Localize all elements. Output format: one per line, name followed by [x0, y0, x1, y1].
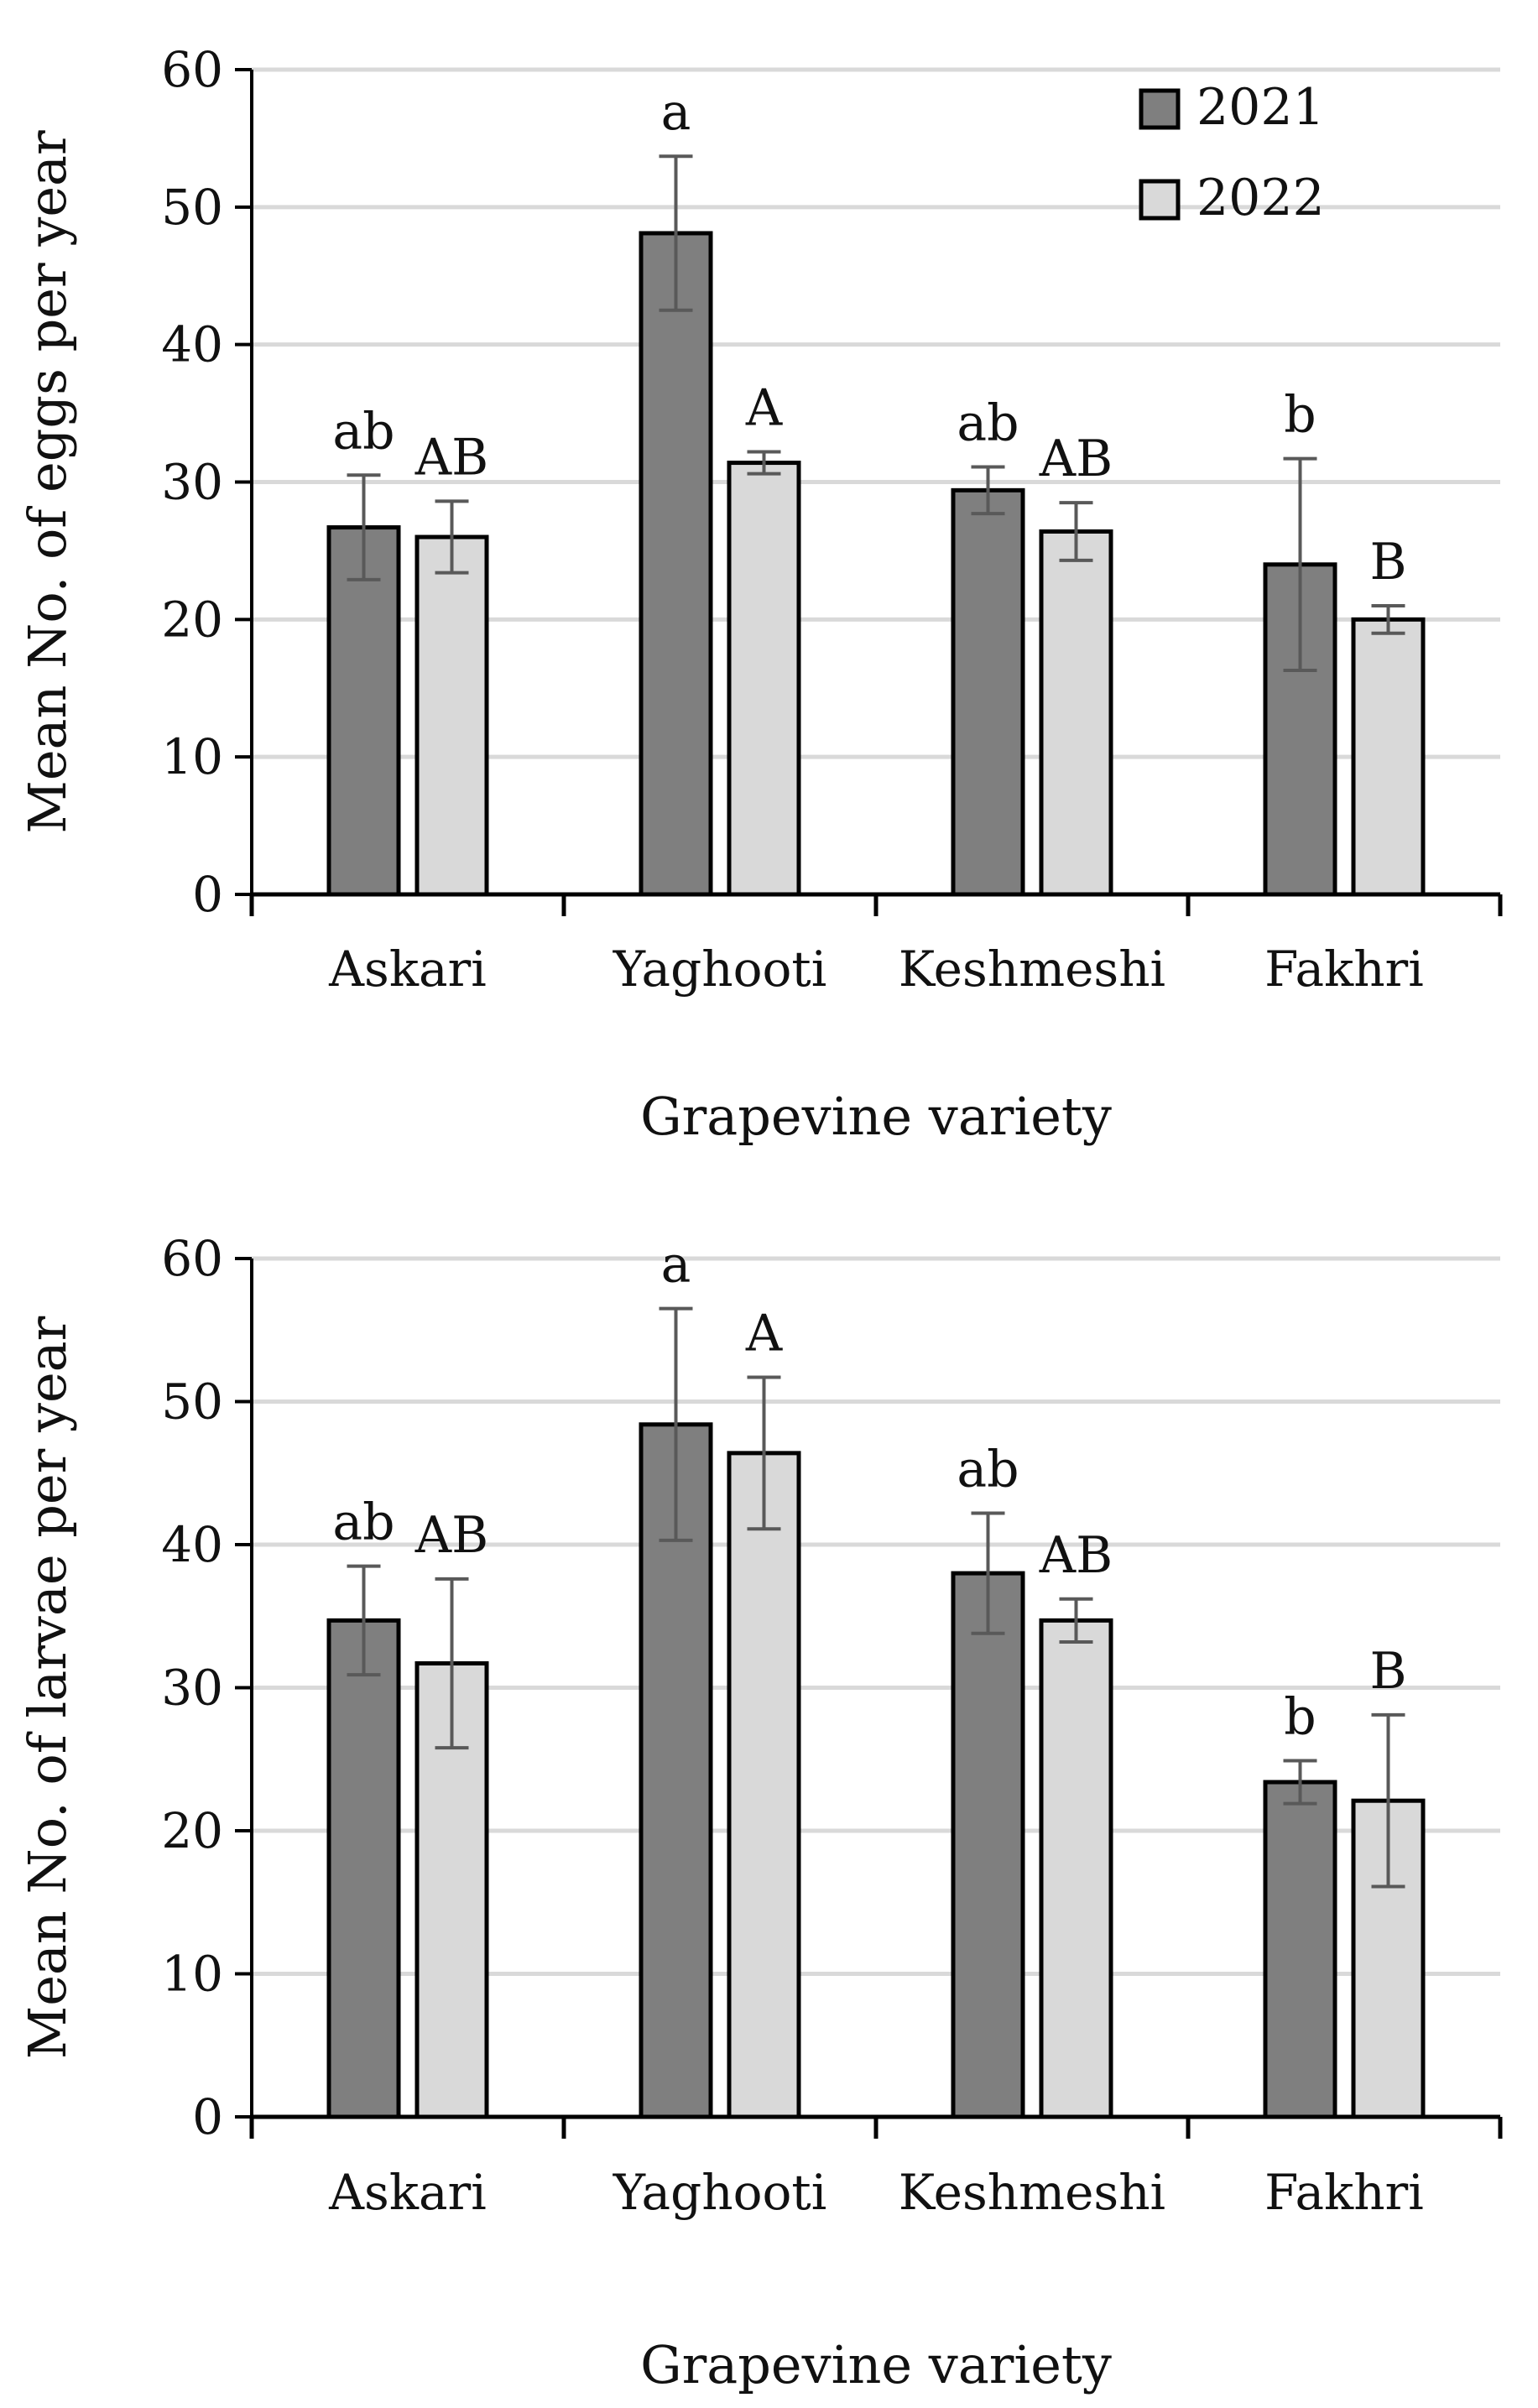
x-tick-label: Askari: [328, 2164, 487, 2221]
y-tick-label: 60: [161, 41, 223, 98]
y-tick-label: 50: [161, 179, 223, 236]
bar: [727, 1451, 801, 2119]
x-tick-label: Keshmeshi: [899, 941, 1165, 998]
y-tick-label: 10: [161, 728, 223, 785]
y-axis-title: Mean No. of larvae per year: [17, 1316, 78, 2059]
x-axis-title: Grapevine variety: [640, 1086, 1112, 1147]
significance-letter: AB: [414, 1506, 488, 1565]
bar: [1039, 1618, 1113, 2119]
bar: [326, 525, 401, 897]
legend-swatch: [1139, 88, 1181, 130]
bar: [951, 487, 1025, 897]
y-tick-label: 0: [192, 866, 223, 923]
y-axis-title: Mean No. of eggs per year: [17, 130, 78, 834]
significance-letter: ab: [332, 402, 394, 461]
significance-letter: a: [661, 83, 691, 142]
significance-letter: ab: [957, 1440, 1019, 1498]
y-tick-label: 20: [161, 591, 223, 648]
x-tick-label: Yaghooti: [613, 941, 827, 998]
significance-letter: A: [745, 1305, 783, 1363]
significance-letter: AB: [414, 428, 488, 487]
y-tick-label: 40: [161, 316, 223, 373]
x-tick-label: Fakhri: [1264, 2164, 1424, 2221]
significance-letter: ab: [957, 394, 1019, 452]
x-tick-label: Fakhri: [1264, 941, 1424, 998]
x-tick-label: Askari: [328, 941, 487, 998]
x-tick-label: Yaghooti: [613, 2164, 827, 2221]
eggs-chart: 0 10 20 30 40 50 60 ab AB a A ab AB b B Askari Yaghooti K…: [17, 41, 1503, 1147]
y-tick-label: 30: [161, 1660, 223, 1717]
significance-letter: B: [1369, 533, 1406, 592]
bar: [639, 231, 713, 897]
bar: [1039, 529, 1113, 897]
y-tick-label: 50: [161, 1373, 223, 1431]
y-tick-label: 20: [161, 1802, 223, 1859]
bar: [951, 1571, 1025, 2119]
legend-label: 2021: [1197, 78, 1325, 137]
y-tick-label: 10: [161, 1946, 223, 2003]
significance-letter: A: [745, 378, 783, 437]
significance-letter: B: [1369, 1642, 1406, 1701]
x-axis-title: Grapevine variety: [640, 2334, 1112, 2395]
y-tick-label: 60: [161, 1230, 223, 1287]
y-tick-label: 30: [161, 454, 223, 511]
bar: [727, 461, 801, 897]
significance-letter: b: [1284, 1687, 1316, 1746]
significance-letter: a: [661, 1236, 691, 1295]
bar: [414, 534, 489, 897]
significance-letter: AB: [1039, 1526, 1113, 1585]
significance-letter: ab: [332, 1493, 394, 1552]
bar: [326, 1618, 401, 2119]
x-tick-label: Keshmeshi: [899, 2164, 1165, 2221]
y-tick-label: 40: [161, 1516, 223, 1573]
legend-label: 2022: [1197, 169, 1325, 227]
bar: [1263, 1780, 1337, 2119]
y-tick-label: 0: [192, 2088, 223, 2145]
legend-swatch: [1139, 179, 1181, 221]
significance-letter: b: [1284, 386, 1316, 445]
bar: [1351, 617, 1426, 897]
significance-letter: AB: [1039, 430, 1113, 488]
